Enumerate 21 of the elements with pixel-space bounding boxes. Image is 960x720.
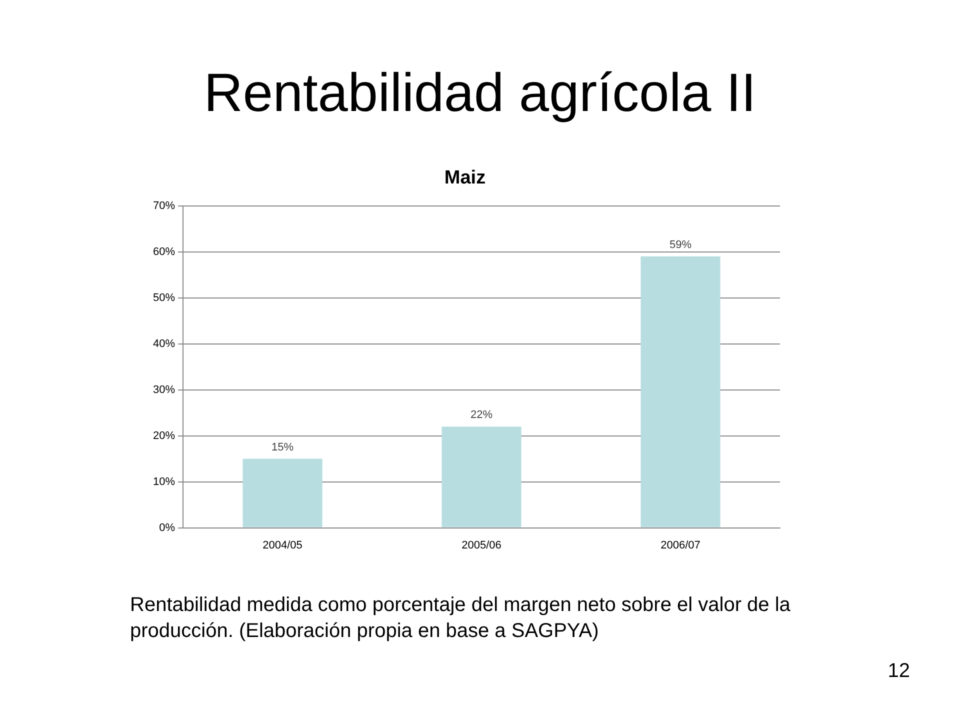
y-tick-label: 10% <box>152 476 176 488</box>
y-tick-label: 40% <box>152 338 176 350</box>
text: Rentabilidad medida como porcentaje del margen neto sobre el valor de la producción. (Elaboración propia en base a SAGPYA) <box>130 593 792 644</box>
y-tick-label: 20% <box>152 430 176 442</box>
y-tick-label: 30% <box>152 384 176 396</box>
x-tick-label: 2005/06 <box>462 539 502 552</box>
bar <box>442 426 522 528</box>
y-tick-label: 70% <box>152 200 176 212</box>
data-label: 59% <box>669 238 692 251</box>
data-label: 15% <box>272 441 294 454</box>
text: 12 <box>886 660 910 683</box>
bar <box>640 256 720 528</box>
bar <box>242 458 322 528</box>
data-label: 22% <box>470 409 493 422</box>
y-tick-label: 50% <box>152 292 176 304</box>
chart-title: Rentabilidad agrícola II <box>202 62 758 124</box>
y-tick-label: 0% <box>159 522 176 534</box>
x-tick-label: 2006/07 <box>660 539 700 552</box>
y-tick-label: 60% <box>152 246 176 258</box>
x-tick-label: 2004/05 <box>262 539 302 552</box>
chart-subtitle: Maiz <box>444 168 486 189</box>
